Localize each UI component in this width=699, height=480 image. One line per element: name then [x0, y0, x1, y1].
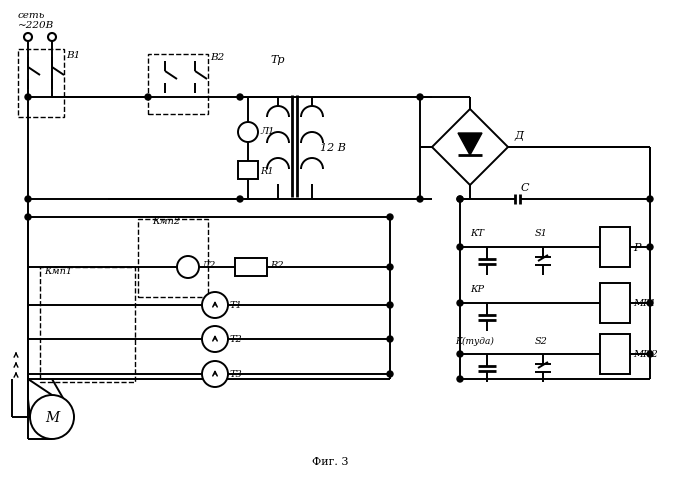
- Text: Л2: Л2: [201, 260, 215, 269]
- Circle shape: [145, 95, 151, 101]
- Text: Кмп1: Кмп1: [44, 266, 72, 275]
- Bar: [40, 267, 135, 382]
- Circle shape: [177, 256, 199, 278]
- Text: Тр: Тр: [270, 55, 284, 65]
- Circle shape: [25, 215, 31, 220]
- Text: К(туда): К(туда): [455, 336, 494, 345]
- Circle shape: [457, 197, 463, 203]
- Text: S1: S1: [535, 229, 548, 238]
- Circle shape: [237, 197, 243, 203]
- Text: R2: R2: [270, 261, 284, 270]
- Circle shape: [457, 376, 463, 382]
- Circle shape: [457, 197, 463, 203]
- Circle shape: [647, 197, 653, 203]
- Text: Т1: Т1: [230, 301, 243, 310]
- Circle shape: [202, 326, 228, 352]
- Bar: [600, 334, 630, 374]
- Circle shape: [202, 292, 228, 318]
- Circle shape: [387, 371, 393, 377]
- Text: МР1: МР1: [633, 299, 656, 308]
- Circle shape: [387, 215, 393, 220]
- Bar: [18, 50, 64, 118]
- Circle shape: [417, 95, 423, 101]
- Text: Д: Д: [514, 131, 523, 141]
- Text: КТ: КТ: [470, 229, 484, 238]
- Bar: [138, 219, 208, 298]
- Circle shape: [202, 361, 228, 387]
- Polygon shape: [458, 134, 482, 156]
- Text: Т3: Т3: [230, 370, 243, 379]
- Text: МП2: МП2: [633, 350, 658, 359]
- Bar: [238, 162, 258, 180]
- Circle shape: [238, 123, 258, 143]
- Bar: [600, 283, 630, 324]
- Text: Фиг. 3: Фиг. 3: [312, 456, 348, 466]
- Text: В2: В2: [210, 53, 224, 62]
- Text: М: М: [45, 410, 59, 424]
- Circle shape: [387, 302, 393, 308]
- Circle shape: [25, 95, 31, 101]
- Circle shape: [25, 197, 31, 203]
- Bar: [235, 258, 267, 276]
- Circle shape: [457, 351, 463, 357]
- Circle shape: [387, 336, 393, 342]
- Circle shape: [457, 300, 463, 306]
- Text: В1: В1: [66, 50, 80, 60]
- Circle shape: [647, 351, 653, 357]
- Text: Кмп2: Кмп2: [152, 217, 180, 226]
- Text: сеть: сеть: [18, 11, 45, 20]
- Circle shape: [417, 197, 423, 203]
- Circle shape: [30, 395, 74, 439]
- Circle shape: [647, 300, 653, 306]
- Text: С: С: [521, 182, 530, 192]
- Text: 12 В: 12 В: [320, 143, 346, 153]
- Text: Т2: Т2: [230, 335, 243, 344]
- Text: ~220В: ~220В: [18, 22, 55, 30]
- Text: КР: КР: [470, 285, 484, 294]
- Text: Л1: Л1: [260, 126, 275, 135]
- Text: Р: Р: [633, 242, 640, 252]
- Bar: [148, 55, 208, 115]
- Circle shape: [457, 244, 463, 251]
- Circle shape: [237, 95, 243, 101]
- Text: R1: R1: [260, 166, 273, 175]
- Circle shape: [387, 264, 393, 270]
- Circle shape: [647, 244, 653, 251]
- Text: S2: S2: [535, 336, 548, 345]
- Bar: [600, 228, 630, 267]
